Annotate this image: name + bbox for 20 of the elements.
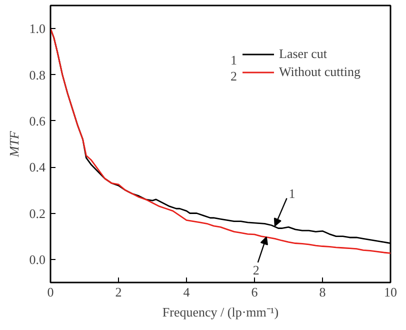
text: 2 — [230, 68, 237, 84]
legend-label: Laser cut — [279, 46, 328, 62]
y-tick-label: 0.4 — [29, 160, 46, 175]
y-tick-label: 0.6 — [29, 113, 46, 128]
x-tick-label: 8 — [319, 284, 326, 300]
x-tick-label: 2 — [115, 284, 122, 300]
x-axis-title: Frequency / (lp·mm⁻¹) — [162, 304, 279, 320]
y-tick-label: 1.0 — [29, 21, 46, 36]
x-tick-label: 4 — [183, 284, 190, 300]
x-tick-label: 0 — [47, 284, 54, 300]
x-tick-label: 6 — [251, 284, 258, 300]
x-tick-label: 10 — [384, 284, 397, 300]
annotation: 1 — [288, 186, 296, 202]
y-tick-label: 0.0 — [29, 252, 46, 267]
y-tick-label: 0.2 — [29, 206, 46, 221]
y-axis-title: MTF — [6, 130, 22, 158]
annotation: 2 — [252, 262, 260, 278]
y-tick-label: 0.8 — [29, 67, 46, 82]
legend-label: Without cutting — [279, 64, 360, 80]
text: 1 — [230, 52, 237, 68]
